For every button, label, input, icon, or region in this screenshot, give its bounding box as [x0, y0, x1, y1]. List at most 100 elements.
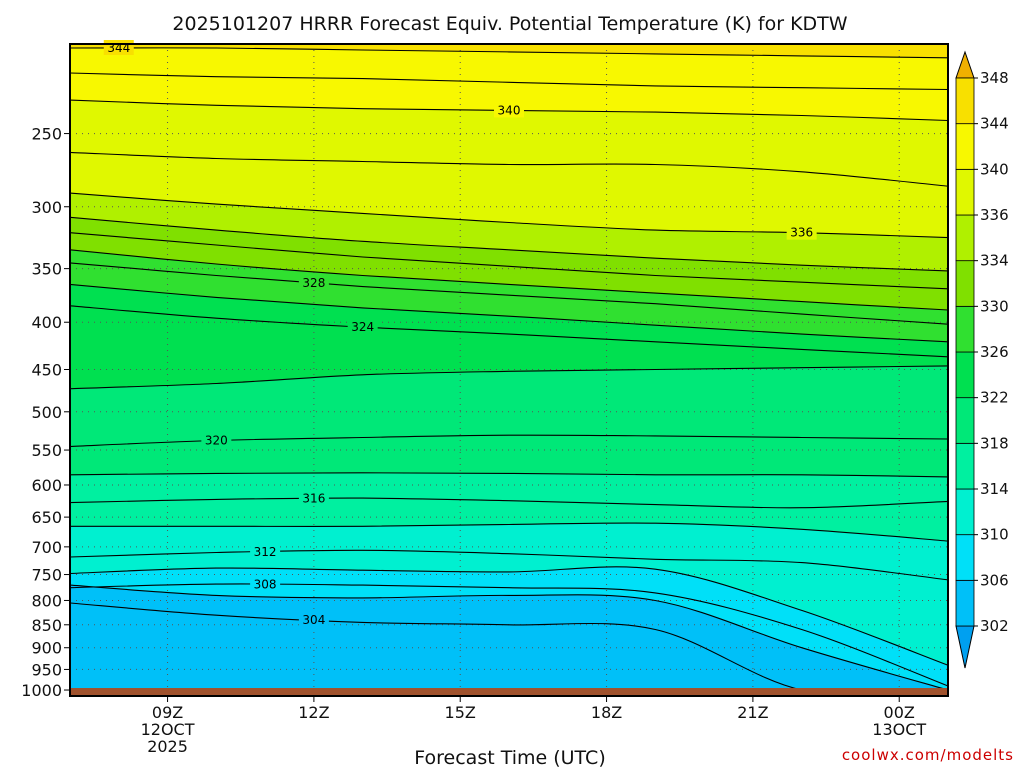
y-tick-label: 600: [31, 476, 62, 495]
contour-308: [69, 583, 949, 687]
contour-label-bg: [298, 490, 329, 506]
contour-label: 328: [302, 276, 325, 290]
y-tick-label: 250: [31, 125, 62, 144]
colorbar-label: 334: [980, 252, 1009, 270]
contour-342: [69, 72, 949, 91]
band-fill: [70, 262, 948, 342]
band-fill: [70, 73, 948, 121]
contour-label: 312: [254, 545, 277, 559]
x-tick-label: 00Z: [884, 703, 915, 722]
ground-layer: [70, 688, 948, 696]
y-tick-label: 900: [31, 639, 62, 658]
contour-330: [69, 249, 949, 311]
contour-label: 336: [790, 226, 813, 240]
contour-338: [69, 151, 949, 187]
colorbar-label: 344: [980, 115, 1009, 133]
contour-label: 304: [302, 613, 325, 627]
colorbar-segment: [955, 123, 975, 170]
contour-label: 324: [351, 320, 374, 334]
contour-324: [69, 305, 949, 358]
contour-label: 320: [205, 433, 228, 447]
colorbar-label: 310: [980, 526, 1009, 544]
colorbar-segment: [955, 168, 975, 216]
contour-label-bg: [201, 432, 232, 448]
contour-label-bg: [298, 612, 329, 628]
colorbar-segment: [955, 77, 975, 125]
source-credit: coolwx.com/modelts: [842, 746, 1014, 764]
contour-344: [69, 47, 949, 59]
y-tick-label: 550: [31, 441, 62, 460]
colorbar-segment: [955, 442, 975, 490]
contour-label: 340: [498, 103, 521, 117]
band-fill: [70, 583, 948, 690]
colorbar-label: 336: [980, 206, 1009, 224]
colorbar-extend-top: [955, 50, 975, 79]
colorbar-label: 326: [980, 343, 1009, 361]
contour-label-bg: [250, 576, 281, 592]
y-tick-label: 450: [31, 361, 62, 380]
y-tick-label: 400: [31, 313, 62, 332]
colorbar: 302 306 310 314 318 322 326 330 334 336 340 344 348: [955, 50, 1009, 669]
band-fill: [70, 232, 948, 310]
colorbar-segment: [955, 488, 975, 536]
band-fill: [70, 498, 948, 542]
band-fill: [70, 305, 948, 389]
colorbar-label: 340: [980, 160, 1009, 178]
band-fill: [70, 522, 948, 580]
contour-312: [69, 549, 949, 581]
y-tick-label: 700: [31, 538, 62, 557]
colorbar-segment: [955, 351, 975, 399]
x-tick-label: 15Z: [445, 703, 476, 722]
y-tick-label: 650: [31, 508, 62, 527]
colorbar-label: 306: [980, 571, 1009, 589]
y-tick-label: 950: [31, 660, 62, 679]
contour-316: [69, 497, 949, 509]
x-tick-label: 09Z: [152, 703, 183, 722]
contour-label-bg: [494, 102, 524, 118]
colorbar-label: 322: [980, 389, 1009, 407]
band-fill: [70, 566, 948, 686]
contour-322: [69, 365, 949, 390]
y-tick-label: 800: [31, 591, 62, 610]
pressure-axis: 250 300 350 400 450 500 550 600 650 700 750 800 850 9…: [21, 125, 70, 700]
x-tick-label: 21Z: [737, 703, 768, 722]
band-fill: [70, 100, 948, 187]
x-tick-label: 12OCT: [141, 720, 195, 739]
band-fill: [70, 47, 948, 90]
band-fill: [70, 284, 948, 357]
contour-310: [69, 566, 949, 666]
y-tick-label: 850: [31, 616, 62, 635]
contour-label: 316: [302, 492, 325, 506]
contour-326: [69, 283, 949, 343]
contour-328: [69, 262, 949, 325]
y-tick-label: 750: [31, 566, 62, 585]
colorbar-segment: [955, 214, 975, 262]
band-fill: [70, 435, 948, 477]
y-tick-label: 350: [31, 260, 62, 279]
band-fill: [70, 365, 948, 447]
y-tick-label: 500: [31, 403, 62, 422]
contour-label-bg: [347, 319, 378, 335]
colorbar-label: 314: [980, 480, 1009, 498]
band-fill: [70, 217, 948, 289]
chart-title: 2025101207 HRRR Forecast Equiv. Potentia…: [172, 13, 847, 35]
colorbar-segment: [955, 260, 975, 307]
colorbar-label: 318: [980, 434, 1009, 452]
contour-332: [69, 232, 949, 290]
colorbar-segment: [955, 305, 975, 353]
y-tick-label: 1000: [21, 681, 62, 700]
contour-label-bg: [250, 543, 281, 559]
x-tick-label: 2025: [147, 737, 188, 756]
contour-label: 308: [254, 577, 277, 591]
x-tick-label: 18Z: [591, 703, 622, 722]
theta-e-fill: [70, 44, 948, 696]
colorbar-label: 302: [980, 617, 1009, 635]
colorbar-segment: [955, 397, 975, 444]
ground-below-surface: [70, 688, 948, 696]
contour-label-bg: [298, 274, 329, 290]
contour-label-bg: [786, 224, 817, 240]
colorbar-segment: [955, 579, 975, 627]
